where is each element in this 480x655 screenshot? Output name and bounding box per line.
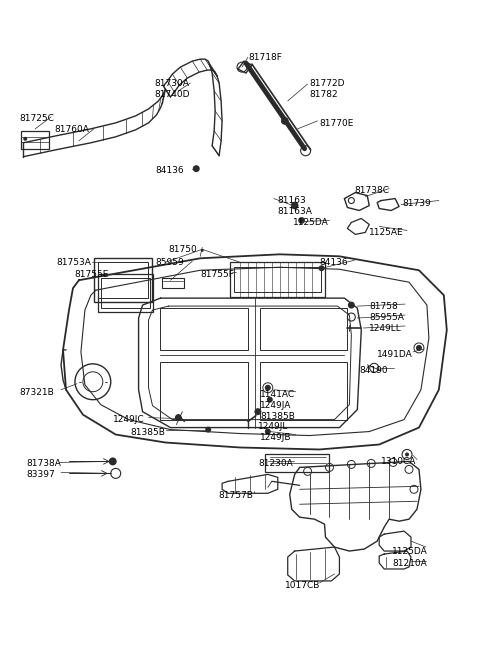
Circle shape <box>265 384 271 391</box>
Text: 85959: 85959 <box>156 258 184 267</box>
Text: 1310CA: 1310CA <box>381 457 417 466</box>
Bar <box>260 308 348 350</box>
Text: 81163: 81163 <box>278 196 307 204</box>
Text: 84136: 84136 <box>156 166 184 175</box>
Circle shape <box>348 301 355 309</box>
Text: 81718F: 81718F <box>248 53 282 62</box>
Bar <box>230 262 324 297</box>
Text: 1141AC: 1141AC <box>260 390 295 399</box>
Text: 81163A: 81163A <box>278 206 312 215</box>
Text: 81758: 81758 <box>369 302 398 311</box>
Text: 1249JC: 1249JC <box>113 415 144 424</box>
Bar <box>265 455 329 472</box>
Bar <box>162 278 184 288</box>
Circle shape <box>265 428 271 434</box>
Circle shape <box>205 426 211 432</box>
Text: 1125DA: 1125DA <box>293 219 328 227</box>
Circle shape <box>254 408 262 415</box>
Text: 84136: 84136 <box>320 258 348 267</box>
Bar <box>94 258 152 302</box>
Text: 81782: 81782 <box>310 90 338 99</box>
Circle shape <box>281 117 288 124</box>
Text: 81385B: 81385B <box>131 428 166 437</box>
Text: 81772D: 81772D <box>310 79 345 88</box>
Bar <box>98 274 153 312</box>
Text: 1491DA: 1491DA <box>377 350 413 359</box>
Text: 81230A: 81230A <box>258 459 293 468</box>
Bar <box>260 362 348 420</box>
Text: 81740D: 81740D <box>155 90 190 99</box>
Circle shape <box>201 249 204 252</box>
Circle shape <box>416 345 422 351</box>
Text: 81385B: 81385B <box>260 411 295 421</box>
Bar <box>98 262 147 298</box>
Text: 1249LL: 1249LL <box>369 324 402 333</box>
Text: 1249JL: 1249JL <box>258 422 288 430</box>
Bar <box>21 131 49 149</box>
Circle shape <box>405 453 409 457</box>
Text: 81757B: 81757B <box>218 491 253 500</box>
Bar <box>160 308 248 350</box>
Circle shape <box>175 414 182 421</box>
Text: 1125AE: 1125AE <box>369 229 404 237</box>
Text: 81725C: 81725C <box>19 114 54 123</box>
Text: 83397: 83397 <box>26 470 55 479</box>
Circle shape <box>193 165 200 172</box>
Bar <box>160 362 248 420</box>
Text: 81753A: 81753A <box>56 258 91 267</box>
Text: 1249JA: 1249JA <box>260 401 291 409</box>
Circle shape <box>109 457 117 466</box>
Text: 81755E: 81755E <box>74 271 108 279</box>
Text: 1125DA: 1125DA <box>392 547 428 556</box>
Text: 1017CB: 1017CB <box>285 581 320 590</box>
Text: 81738A: 81738A <box>26 459 61 468</box>
Text: 81760A: 81760A <box>54 125 89 134</box>
Text: 81750: 81750 <box>168 246 197 254</box>
Text: 81210A: 81210A <box>392 559 427 568</box>
Circle shape <box>291 202 298 209</box>
Text: 81738C: 81738C <box>354 185 389 195</box>
Bar <box>101 278 150 308</box>
Text: 84190: 84190 <box>360 366 388 375</box>
Bar <box>234 267 321 292</box>
Text: 1249JB: 1249JB <box>260 432 291 441</box>
Text: 87321B: 87321B <box>19 388 54 397</box>
Circle shape <box>319 265 324 271</box>
Text: 81739: 81739 <box>402 198 431 208</box>
Circle shape <box>267 397 273 403</box>
Text: 81755F: 81755F <box>200 271 234 279</box>
Circle shape <box>23 137 27 141</box>
Text: 85955A: 85955A <box>369 313 404 322</box>
Text: 81770E: 81770E <box>320 119 354 128</box>
Circle shape <box>299 217 305 223</box>
Text: 81730A: 81730A <box>155 79 190 88</box>
